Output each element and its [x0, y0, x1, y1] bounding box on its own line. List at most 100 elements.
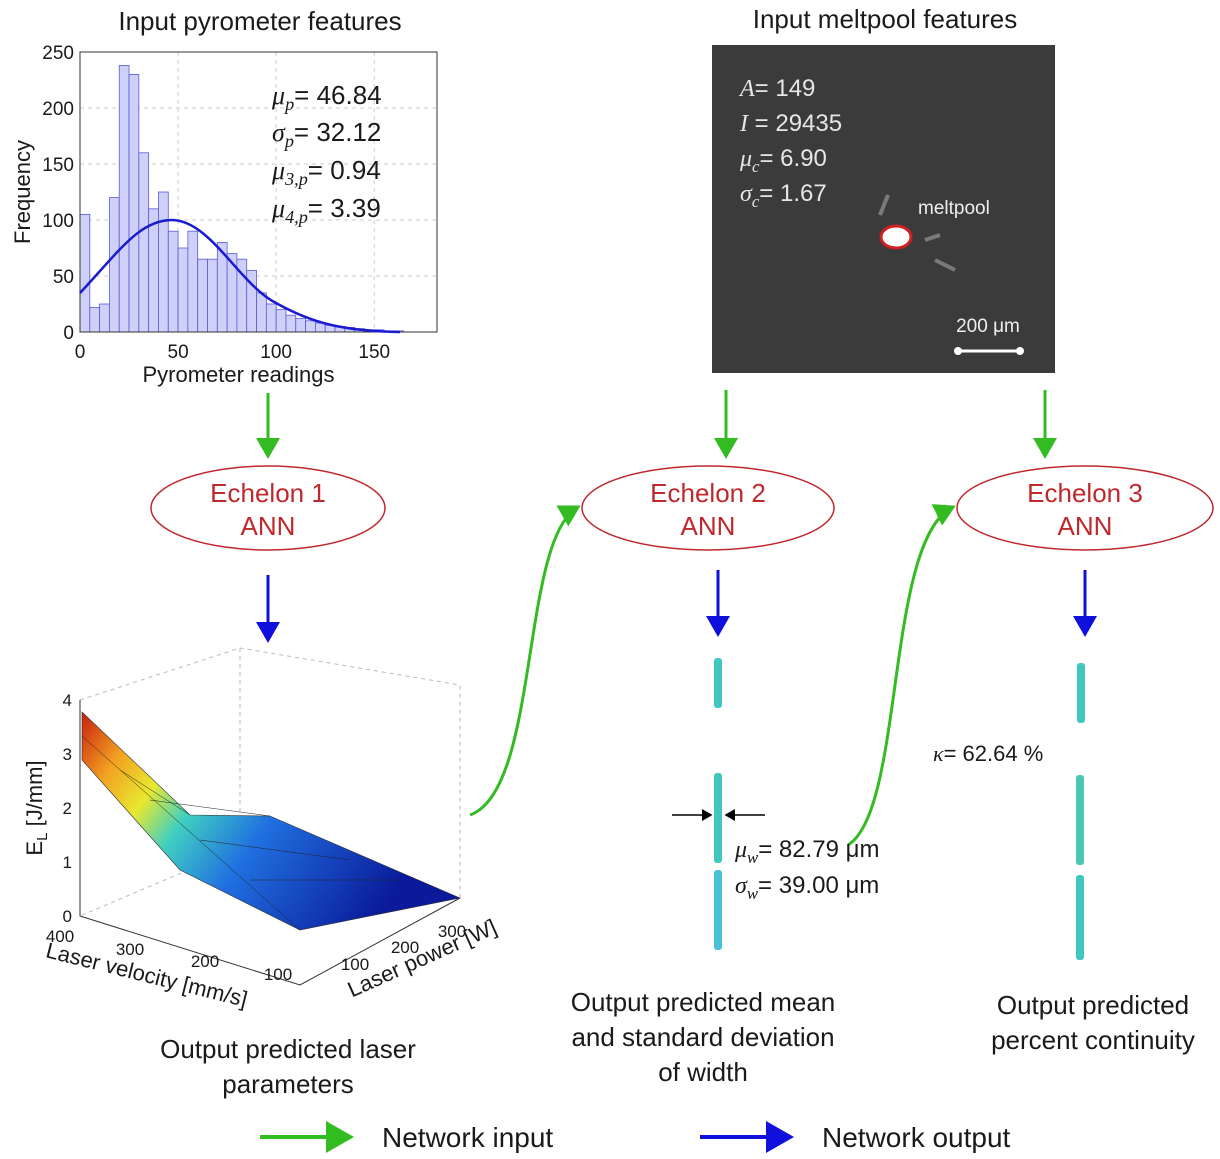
stat: μp= 46.84: [271, 80, 382, 114]
scale-dot: [954, 347, 962, 355]
y-tick-label: 250: [42, 43, 74, 64]
bar: [314, 322, 326, 333]
y-tick-label: 100: [341, 955, 369, 974]
stat-symbol: I: [739, 111, 749, 137]
caption: parameters: [222, 1069, 354, 1099]
legend-label: Network output: [822, 1122, 1011, 1153]
echelon-sub: ANN: [1058, 511, 1113, 541]
bar: [99, 303, 110, 333]
arrows: [256, 390, 1097, 847]
caption: Output predicted: [997, 990, 1189, 1020]
caption: percent continuity: [991, 1025, 1195, 1055]
mesh: [81, 735, 400, 931]
strain-images: [672, 658, 1085, 960]
x-axis-label: Laser velocity [mm/s]: [44, 938, 251, 1012]
stat: I = 29435: [739, 110, 842, 137]
caption: of width: [658, 1057, 748, 1087]
y-tick-label: 0: [63, 323, 74, 344]
x-tick-label: 100: [260, 342, 292, 363]
meltpool-label: meltpool: [918, 198, 990, 219]
stat-symbol: σ: [740, 181, 753, 207]
stat-subscript: 3,p: [284, 169, 308, 189]
stat: μw= 82.79 μm: [734, 836, 879, 867]
stat-symbol: σ: [735, 873, 748, 899]
stat: A= 149: [738, 75, 815, 102]
bar: [285, 314, 297, 333]
stat: μ4,p= 3.39: [271, 193, 381, 227]
surface-plot: [79, 647, 462, 986]
captions: Output predicted laser parameters Output p…: [160, 987, 1195, 1099]
input-arrow: [469, 505, 581, 817]
bar: [167, 230, 179, 333]
echelon-node: [956, 465, 1214, 551]
bar: [89, 306, 101, 333]
bar: [128, 74, 140, 333]
z-label-unit: [J/mm]: [22, 760, 47, 832]
echelon-sub: ANN: [681, 511, 736, 541]
stat-value: = 82.79 μm: [758, 836, 879, 863]
stat-symbol: μ: [271, 194, 285, 223]
z-tick-label: 2: [63, 799, 72, 818]
stat-value: = 32.12: [294, 117, 381, 147]
bar: [148, 208, 159, 333]
y-tick-label: 200: [42, 99, 74, 120]
stat-subscript: 4,p: [285, 207, 308, 227]
z-label-sub: L: [34, 833, 51, 841]
track-segment: [1076, 875, 1084, 960]
continuity: κ= 62.64 %: [933, 741, 1043, 766]
stat: σp= 32.12: [272, 117, 381, 151]
bar: [265, 303, 277, 333]
y-axis-label: Frequency: [10, 140, 35, 244]
stat-symbol: μ: [739, 146, 752, 172]
y-tick-label: 150: [42, 155, 74, 176]
stat: σc= 1.67: [740, 180, 827, 211]
y-tick-label: 100: [42, 211, 74, 232]
track-segment: [714, 658, 722, 708]
surface: [81, 711, 462, 931]
z-tick-label: 3: [63, 745, 72, 764]
bar: [158, 191, 169, 333]
legend-label: Network input: [382, 1122, 553, 1153]
caption: Output predicted laser: [160, 1034, 416, 1064]
echelon-name: Echelon 2: [650, 478, 766, 508]
stat-value: = 29435: [748, 110, 842, 137]
stat-value: = 3.39: [308, 193, 381, 223]
scale-dot: [1016, 347, 1024, 355]
stat-symbol: μ: [734, 837, 747, 863]
x-tick-label: 0: [75, 342, 86, 363]
axis-line: [79, 700, 461, 986]
echelon-node: [581, 465, 835, 551]
bar: [187, 230, 199, 333]
z-label: E: [22, 841, 47, 856]
stat: μ3,p= 0.94: [271, 155, 381, 189]
title: Input pyrometer features: [118, 6, 401, 36]
x-tick-label: 200: [191, 952, 219, 971]
stat-subscript: p: [283, 131, 294, 151]
meltpool-spot: [879, 224, 913, 250]
echelon-name: Echelon 3: [1027, 478, 1143, 508]
y-tick-label: 200: [391, 938, 419, 957]
z-tick-label: 1: [63, 853, 72, 872]
track-segment: [714, 773, 722, 863]
x-tick-label: 100: [264, 965, 292, 984]
z-axis-label: EL [J/mm]: [22, 760, 51, 855]
z-tick-label: 0: [63, 907, 72, 926]
x-axis-label: Pyrometer readings: [143, 362, 335, 387]
stat-symbol: κ: [933, 741, 944, 766]
bar: [109, 197, 120, 333]
x-tick-label: 150: [358, 342, 390, 363]
fit-curve: [79, 218, 401, 334]
stat-value: = 149: [755, 75, 816, 102]
y-tick-label: 300: [438, 922, 466, 941]
stat-subscript: w: [747, 884, 759, 903]
stat-value: = 46.84: [294, 80, 381, 110]
stat-subscript: p: [283, 94, 294, 114]
bar: [207, 258, 218, 333]
stat-value: = 6.90: [760, 145, 827, 172]
stat-value: = 1.67: [759, 180, 826, 207]
stat-symbol: μ: [271, 81, 285, 110]
bar: [295, 318, 306, 333]
bar: [177, 247, 189, 333]
